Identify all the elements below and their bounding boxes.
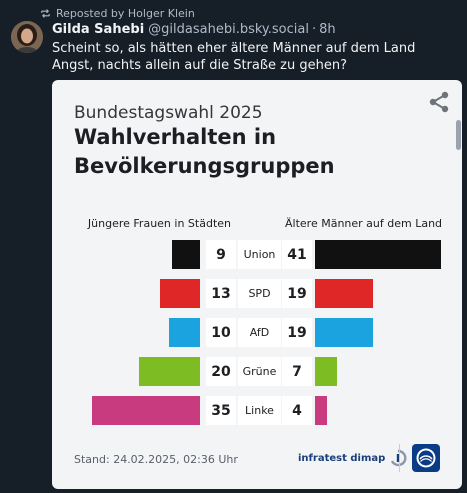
bar-right-afd	[315, 318, 374, 347]
infratest-logo-icon	[391, 449, 407, 467]
display-name[interactable]: Gilda Sahebi	[52, 22, 145, 37]
value-right-union: 41	[282, 240, 312, 269]
value-left-afd: 10	[206, 318, 236, 347]
chart-subtitle: Bundestagswahl 2025	[74, 103, 263, 123]
avatar[interactable]	[11, 21, 43, 53]
post-time[interactable]: 8h	[319, 22, 336, 37]
scrollbar-thumb[interactable]	[456, 120, 461, 150]
infratest-dimap-text: infratest dimap	[298, 452, 386, 464]
tagesschau-logo	[412, 444, 440, 472]
chart-title: Wahlverhalten in Bevölkerungsgruppen	[74, 125, 335, 178]
bar-right-spd	[315, 279, 374, 308]
value-right-spd: 19	[282, 279, 312, 308]
bar-left-afd	[169, 318, 200, 347]
repost-label[interactable]: Reposted by Holger Klein	[40, 6, 195, 20]
handle[interactable]: @gildasahebi.bsky.social	[148, 22, 309, 37]
party-label-afd: AfD	[238, 318, 281, 347]
value-left-spd: 13	[206, 279, 236, 308]
party-label-union: Union	[238, 240, 281, 269]
value-right-grüne: 7	[282, 357, 312, 386]
party-label-linke: Linke	[238, 396, 281, 425]
bar-right-grüne	[315, 357, 337, 386]
embedded-chart-card[interactable]: Bundestagswahl 2025 Wahlverhalten in Bev…	[52, 80, 462, 489]
bar-left-linke	[92, 396, 200, 425]
repost-icon	[41, 8, 50, 18]
value-right-afd: 19	[282, 318, 312, 347]
bar-left-union	[172, 240, 200, 269]
legend-right-group: Ältere Männer auf dem Land	[285, 217, 443, 230]
repost-text: Reposted by Holger Klein	[56, 6, 195, 20]
value-left-union: 9	[206, 240, 236, 269]
infratest-dimap-logo: infratest dimap	[298, 449, 407, 467]
share-icon[interactable]	[427, 90, 451, 114]
party-label-spd: SPD	[238, 279, 281, 308]
bar-right-linke	[315, 396, 328, 425]
logo-divider	[399, 444, 400, 472]
tagesschau-logo-icon	[416, 448, 436, 468]
avatar-image	[11, 21, 43, 53]
bar-left-spd	[160, 279, 200, 308]
bar-left-grüne	[138, 357, 200, 386]
post-header: Gilda Sahebi @gildasahebi.bsky.social · …	[52, 22, 336, 37]
value-left-grüne: 20	[206, 357, 236, 386]
post-text: Scheint so, als hätten eher ältere Männe…	[52, 41, 416, 73]
legend-left-group: Jüngere Frauen in Städten	[87, 217, 231, 230]
party-label-grüne: Grüne	[238, 357, 281, 386]
stand-timestamp: Stand: 24.02.2025, 02:36 Uhr	[74, 453, 238, 466]
value-right-linke: 4	[282, 396, 312, 425]
bar-right-union	[315, 240, 441, 269]
separator-dot: ·	[311, 22, 317, 37]
value-left-linke: 35	[206, 396, 236, 425]
